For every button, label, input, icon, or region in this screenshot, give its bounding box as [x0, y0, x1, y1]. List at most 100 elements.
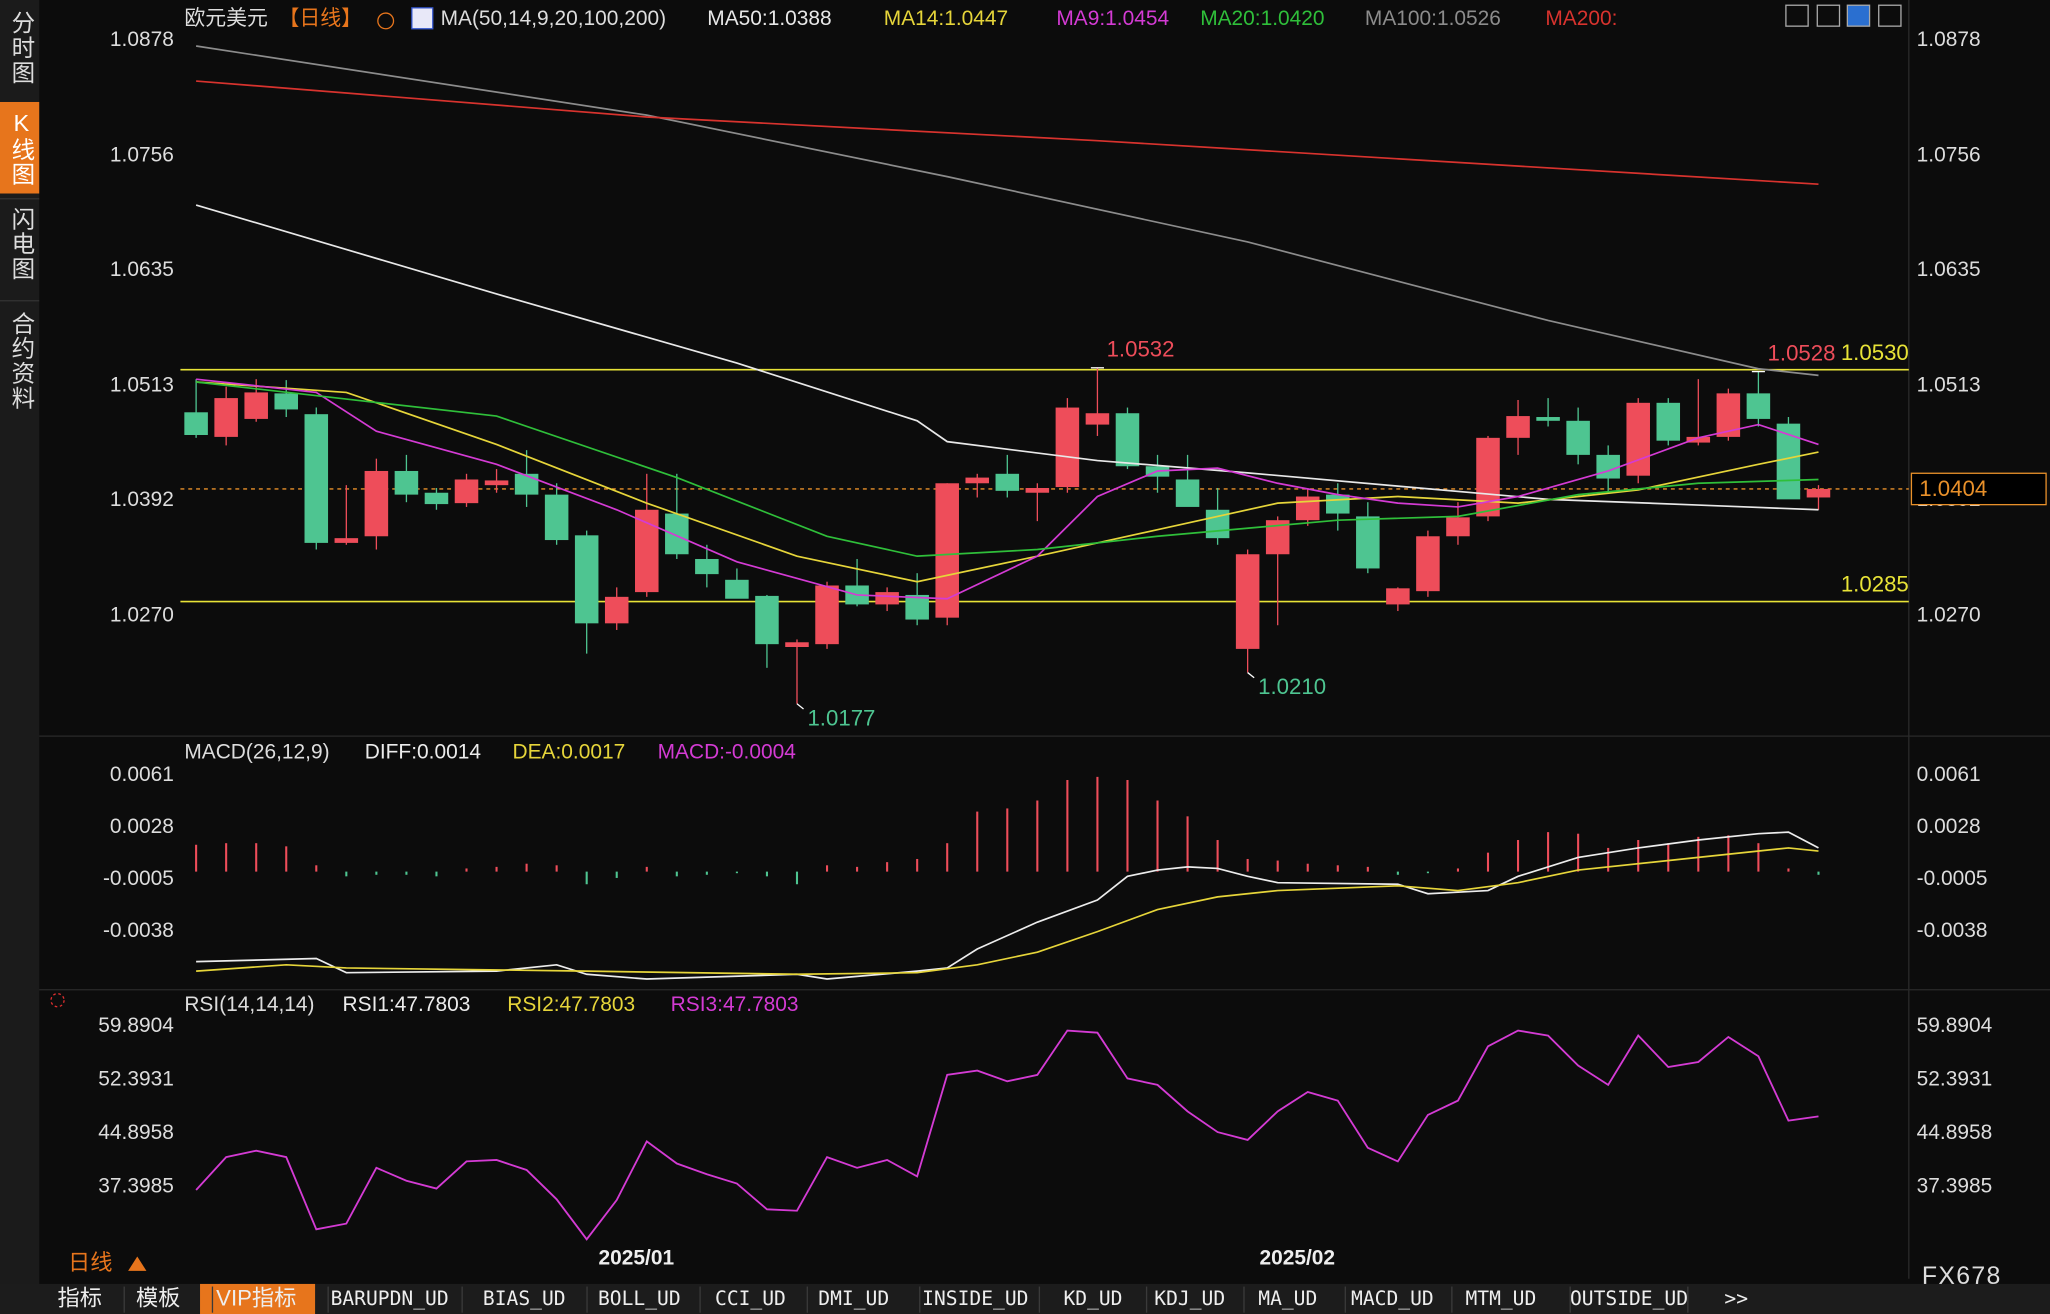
period-arrow[interactable] [128, 1256, 147, 1271]
candle-body [995, 473, 1020, 491]
candle-body [875, 592, 899, 605]
indicator-icon[interactable] [411, 7, 434, 30]
candle-body [394, 470, 419, 495]
y-tick-label: 1.0513 [110, 373, 174, 396]
legend-entry: MA200: [1545, 7, 1617, 30]
toolbar-item[interactable]: CCI_UD [715, 1287, 786, 1310]
candle-body [184, 412, 208, 436]
level-label: 1.0285 [1841, 572, 1909, 597]
low-label: 1.0177 [807, 705, 875, 730]
candle-body [1566, 420, 1590, 455]
candle-body [965, 477, 990, 484]
tab[interactable]: 闪电图 [8, 206, 34, 281]
tab[interactable]: 分时图 [8, 10, 34, 85]
candle-body [635, 509, 659, 593]
icon[interactable] [1785, 4, 1809, 27]
bottom-toolbar [0, 1283, 2050, 1314]
candle-body [1115, 413, 1140, 467]
tab[interactable]: K线图 [8, 110, 34, 187]
toolbar-item[interactable]: KD_UD [1063, 1287, 1122, 1310]
legend-entry: MA20:1.0420 [1200, 7, 1324, 30]
icon[interactable] [1816, 4, 1841, 27]
legend-entry: MA14:1.0447 [884, 7, 1008, 30]
toolbar-item[interactable]: OUTSIDE_UD [1570, 1287, 1688, 1310]
y-tick-label-right: 0.0028 [1917, 815, 1981, 838]
low-label: 1.0210 [1258, 674, 1326, 699]
toolbar-item[interactable]: KDJ_UD [1154, 1287, 1225, 1310]
chart-title: 欧元美元 [184, 7, 268, 30]
candle-body [274, 393, 299, 410]
legend-entry: MA100:1.0526 [1365, 7, 1501, 30]
high-label: 1.0532 [1107, 337, 1175, 362]
y-tick-label-right: 1.0513 [1917, 373, 1981, 396]
y-tick-label-right: 44.8958 [1917, 1121, 1993, 1144]
add-icon[interactable] [377, 12, 395, 30]
y-tick-label: 1.0270 [110, 603, 174, 626]
candle-body [574, 535, 599, 624]
candle-body [1356, 516, 1380, 569]
ma-line [196, 381, 1819, 557]
ma-line [196, 378, 1819, 600]
candle-body [1596, 454, 1620, 479]
toolbar-item[interactable]: MA_UD [1258, 1287, 1317, 1310]
candle-body [334, 538, 359, 543]
candle-body [604, 596, 629, 624]
toolbar-item[interactable]: >> [1724, 1287, 1748, 1310]
ma-line [195, 204, 1819, 511]
candle-body [514, 473, 539, 495]
candle-body [1656, 402, 1681, 441]
candle-body [1716, 393, 1741, 437]
candle-body [1265, 520, 1290, 555]
y-tick-label: 52.3931 [98, 1067, 174, 1090]
tab[interactable]: 合约资料 [8, 311, 35, 411]
panel-header: MACD(26,12,9) [184, 741, 329, 764]
toolbar-item[interactable]: 模板 [136, 1285, 180, 1310]
x-tick-label: 2025/02 [1259, 1247, 1335, 1270]
period: 【日线】 [278, 7, 362, 30]
toolbar-item[interactable]: 指标 [58, 1285, 102, 1310]
y-tick-label-right: 1.0756 [1917, 143, 1981, 166]
candle-body [364, 470, 389, 537]
y-tick-label: 1.0635 [110, 258, 174, 281]
candle-body [1085, 413, 1110, 425]
toolbar-item[interactable]: BARUPDN_UD [331, 1287, 449, 1310]
y-tick-label-right: 52.3931 [1917, 1067, 1993, 1090]
indicator: MA(50,14,9,20,100,200) [441, 7, 666, 30]
candle-body [1025, 488, 1050, 493]
y-tick-label-right: 59.8904 [1917, 1014, 1993, 1037]
toolbar-item[interactable]: BIAS_UD [483, 1287, 566, 1310]
toolbar-item[interactable]: DMI_UD [818, 1287, 889, 1310]
low-marker [796, 703, 804, 710]
icon[interactable] [1878, 4, 1902, 27]
toolbar-item[interactable]: MACD_UD [1351, 1287, 1434, 1310]
toolbar-item[interactable]: MTM_UD [1465, 1287, 1536, 1310]
candle-body [1626, 402, 1650, 476]
period-label[interactable]: 日线 [68, 1250, 112, 1275]
icon[interactable] [1846, 4, 1871, 27]
y-tick-label: 1.0756 [110, 143, 174, 166]
y-tick-label: 1.0878 [110, 28, 174, 51]
toolbar-item[interactable]: VIP指标 [216, 1285, 296, 1310]
toolbar-item[interactable]: INSIDE_UD [922, 1287, 1028, 1310]
legend-entry: DIFF:0.0014 [365, 741, 482, 764]
legend-entry: MA9:1.0454 [1056, 7, 1169, 30]
legend-entry: RSI2:47.7803 [507, 993, 635, 1016]
candle-body [304, 414, 329, 543]
toolbar-item[interactable]: BOLL_UD [598, 1287, 681, 1310]
candle-body [424, 492, 449, 505]
y-tick-label: 0.0061 [110, 763, 174, 786]
settings-icon[interactable] [50, 993, 65, 1008]
y-tick-label-right: -0.0005 [1917, 867, 1988, 890]
candle-body [755, 595, 779, 645]
y-tick-label: 1.0392 [110, 488, 174, 511]
candle-body [1686, 436, 1711, 443]
legend-entry: MACD:-0.0004 [658, 741, 797, 764]
ma-line [195, 45, 1819, 377]
candle-body [484, 480, 509, 486]
candle-body [815, 585, 839, 645]
macd-line [196, 831, 1819, 980]
candle-body [1386, 588, 1410, 605]
candle-body [1806, 488, 1831, 498]
